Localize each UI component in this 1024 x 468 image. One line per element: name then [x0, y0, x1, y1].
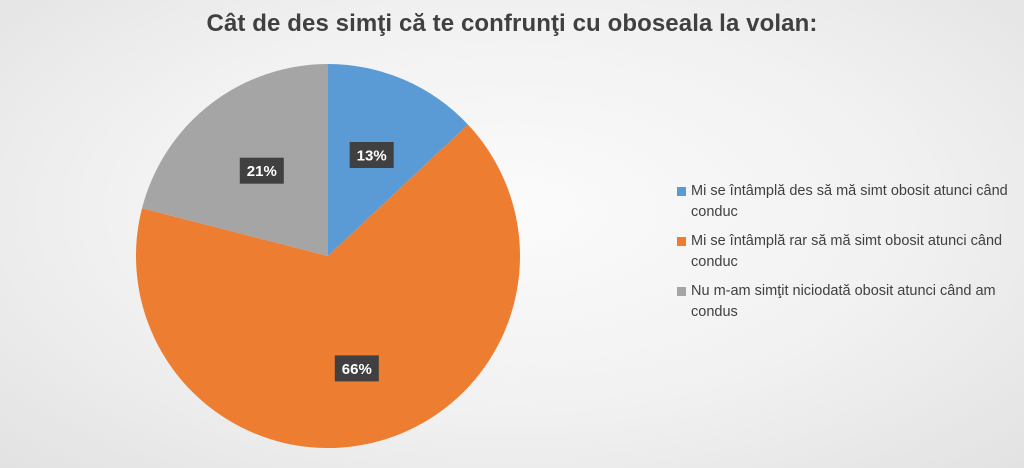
pie-slices	[135, 64, 520, 449]
data-label-rarely: 66%	[334, 355, 379, 382]
data-label-box-never	[239, 157, 284, 184]
data-label-box-often	[349, 142, 394, 168]
data-label-text-never: 21%	[247, 163, 277, 180]
legend-label-never: Nu m-am simţit niciodată obosit atunci c…	[691, 283, 996, 320]
data-label-never: 21%	[239, 157, 284, 184]
pie-data-labels: 13% 66% 21%	[239, 142, 394, 382]
data-label-often: 13%	[349, 142, 394, 168]
legend-label-often: Mi se întâmplă des să mă simt obosit atu…	[691, 183, 1008, 220]
legend-swatch-rarely	[677, 237, 686, 246]
legend-item-never: Nu m-am simţit niciodată obosit atunci c…	[677, 281, 1017, 323]
data-label-text-often: 13%	[357, 148, 387, 165]
legend-label-rarely: Mi se întâmplă rar să mă simt obosit atu…	[691, 233, 1003, 270]
pie-slice-often	[328, 64, 468, 256]
data-label-box-rarely	[334, 355, 379, 382]
legend-swatch-often	[677, 187, 686, 196]
pie-slice-never	[142, 64, 328, 256]
legend-item-rarely: Mi se întâmplă rar să mă simt obosit atu…	[677, 231, 1017, 273]
data-label-text-rarely: 66%	[342, 361, 372, 378]
chart-title: Cât de des simţi că te confrunţi cu obos…	[206, 10, 818, 37]
legend-swatch-never	[677, 287, 686, 296]
pie-slice-rarely	[135, 124, 520, 449]
legend-item-often: Mi se întâmplă des să mă simt obosit atu…	[677, 181, 1017, 223]
legend: Mi se întâmplă des să mă simt obosit atu…	[677, 181, 1017, 331]
